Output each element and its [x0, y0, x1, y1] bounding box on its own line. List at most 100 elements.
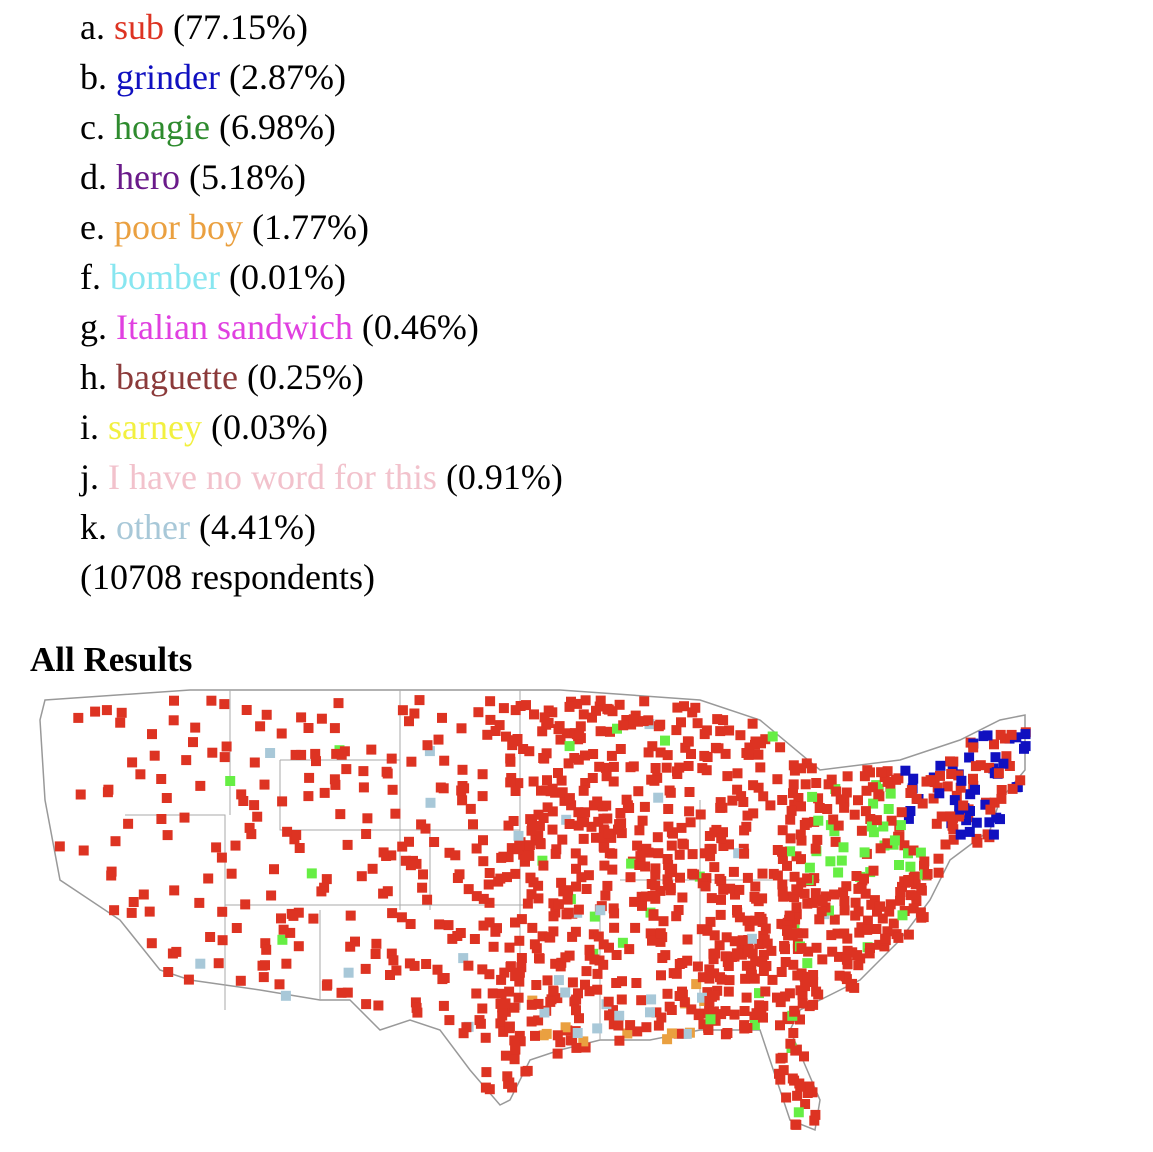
- map-dot: [524, 746, 535, 757]
- map-dot: [404, 836, 414, 847]
- map-dot: [1020, 729, 1031, 740]
- map-dot: [616, 828, 627, 839]
- map-dot: [606, 750, 617, 761]
- map-dot: [600, 890, 611, 901]
- map-dot: [571, 994, 582, 1005]
- map-dot: [841, 787, 852, 798]
- map-dot: [667, 863, 678, 874]
- map-dot: [780, 957, 791, 967]
- map-dot: [478, 893, 489, 904]
- map-dot: [195, 958, 206, 969]
- map-dot: [758, 1012, 768, 1023]
- map-dot: [329, 723, 340, 734]
- map-dot: [628, 714, 639, 725]
- map-dot: [110, 836, 121, 847]
- map-dot: [682, 736, 693, 747]
- map-dot: [687, 849, 698, 860]
- map-dot: [786, 805, 797, 816]
- answer-letter: c.: [80, 107, 105, 147]
- map-dot: [550, 848, 561, 859]
- map-dot: [742, 915, 753, 926]
- map-dot: [884, 906, 895, 917]
- map-dot: [226, 868, 237, 879]
- map-dot: [269, 864, 279, 875]
- map-dot: [591, 705, 601, 716]
- map-dot: [715, 972, 725, 983]
- map-dot: [106, 866, 117, 877]
- map-dot: [391, 965, 402, 976]
- map-dot: [416, 819, 427, 830]
- map-dot: [647, 891, 658, 901]
- map-dot: [257, 960, 268, 971]
- map-dot: [592, 968, 603, 979]
- map-dot: [477, 791, 488, 802]
- map-dot: [775, 997, 786, 1008]
- map-dot: [510, 917, 520, 928]
- map-dot: [539, 1007, 550, 1018]
- map-dot: [190, 722, 201, 733]
- map-dot: [592, 1023, 603, 1034]
- map-dot: [709, 827, 720, 838]
- map-dot: [718, 715, 729, 726]
- map-dot: [908, 903, 919, 914]
- map-dot: [341, 764, 352, 775]
- map-dot: [381, 766, 392, 777]
- map-dot: [361, 999, 372, 1010]
- map-dot: [802, 1088, 813, 1098]
- map-dot: [737, 935, 748, 946]
- map-dot: [537, 931, 548, 942]
- map-dot: [889, 835, 900, 846]
- map-dot: [429, 837, 440, 847]
- map-dot: [342, 839, 353, 850]
- map-dot: [574, 729, 585, 740]
- map-dot: [434, 919, 445, 930]
- map-dot: [362, 813, 373, 824]
- map-dot: [754, 988, 764, 999]
- map-dot: [808, 977, 819, 987]
- map-dot: [817, 954, 828, 965]
- map-dot: [777, 825, 788, 836]
- answer-letter: f.: [80, 257, 101, 297]
- map-dot: [933, 853, 944, 864]
- map-dot: [509, 1035, 520, 1046]
- map-dot: [993, 768, 1004, 779]
- map-dot: [1007, 783, 1018, 794]
- map-dot: [397, 841, 408, 852]
- map-dot: [891, 774, 902, 785]
- map-dot: [953, 770, 964, 781]
- map-dot: [988, 829, 999, 840]
- map-dot: [526, 999, 537, 1010]
- map-dot: [221, 741, 232, 752]
- map-dot: [849, 809, 860, 820]
- map-dot: [949, 795, 960, 806]
- map-dot: [662, 988, 673, 999]
- map-dot: [632, 840, 643, 851]
- map-dot: [852, 950, 863, 961]
- map-dot: [684, 806, 695, 817]
- map-dot: [739, 825, 750, 836]
- answer-letter: e.: [80, 207, 105, 247]
- map-dot: [550, 787, 561, 798]
- map-dot: [503, 852, 514, 863]
- map-dot: [714, 940, 725, 951]
- map-dot: [179, 812, 190, 823]
- map-dot: [792, 1090, 803, 1101]
- map-dot: [336, 749, 347, 760]
- map-dot: [789, 1006, 800, 1017]
- map-dot: [862, 915, 873, 926]
- map-dot: [560, 952, 571, 963]
- map-dot: [811, 778, 822, 788]
- map-dot: [908, 773, 919, 784]
- map-dot: [444, 847, 455, 858]
- map-dot: [802, 873, 813, 884]
- answer-term: hoagie: [113, 107, 210, 147]
- map-dot: [788, 1028, 799, 1038]
- map-dot: [816, 906, 827, 917]
- map-dot: [835, 794, 846, 805]
- map-dot: [731, 948, 742, 959]
- map-dot: [485, 696, 496, 707]
- map-dot: [810, 1109, 821, 1120]
- map-dot: [501, 731, 511, 742]
- map-dot: [555, 734, 566, 745]
- map-dot: [703, 1022, 714, 1033]
